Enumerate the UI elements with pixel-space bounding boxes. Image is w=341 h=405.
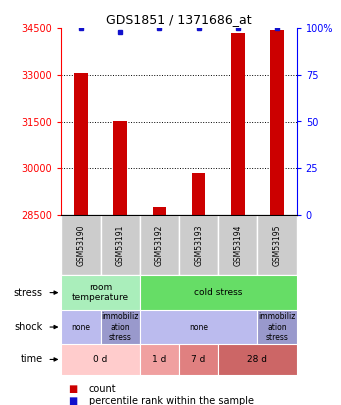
- Bar: [140, 344, 179, 375]
- Bar: [179, 215, 218, 275]
- Bar: [61, 275, 140, 310]
- Text: 7 d: 7 d: [191, 355, 206, 364]
- Text: GSM53194: GSM53194: [233, 224, 242, 266]
- Text: GSM53190: GSM53190: [76, 224, 86, 266]
- Bar: [152, 207, 166, 215]
- Text: none: none: [189, 322, 208, 332]
- Text: stress: stress: [14, 288, 43, 298]
- Text: ■: ■: [68, 384, 77, 394]
- Bar: [192, 173, 206, 215]
- Bar: [270, 30, 284, 215]
- Text: GSM53195: GSM53195: [272, 224, 282, 266]
- Bar: [140, 215, 179, 275]
- Text: GSM53193: GSM53193: [194, 224, 203, 266]
- Text: 0 d: 0 d: [93, 355, 108, 364]
- Text: none: none: [72, 322, 90, 332]
- Text: count: count: [89, 384, 116, 394]
- Bar: [113, 122, 127, 215]
- Text: cold stress: cold stress: [194, 288, 242, 297]
- Bar: [218, 344, 297, 375]
- Bar: [140, 275, 297, 310]
- Bar: [140, 310, 257, 344]
- Text: immobiliz
ation
stress: immobiliz ation stress: [258, 312, 296, 342]
- Bar: [231, 33, 245, 215]
- Text: 1 d: 1 d: [152, 355, 167, 364]
- Text: time: time: [20, 354, 43, 364]
- Text: ■: ■: [68, 396, 77, 405]
- Bar: [61, 344, 140, 375]
- Bar: [74, 73, 88, 215]
- Text: room
temperature: room temperature: [72, 283, 129, 302]
- Text: GSM53192: GSM53192: [155, 224, 164, 266]
- Text: 28 d: 28 d: [248, 355, 267, 364]
- Text: GSM53191: GSM53191: [116, 224, 125, 266]
- Bar: [257, 215, 297, 275]
- Bar: [61, 310, 101, 344]
- Title: GDS1851 / 1371686_at: GDS1851 / 1371686_at: [106, 13, 252, 26]
- Text: immobiliz
ation
stress: immobiliz ation stress: [102, 312, 139, 342]
- Bar: [218, 215, 257, 275]
- Bar: [257, 310, 297, 344]
- Bar: [179, 344, 218, 375]
- Text: shock: shock: [14, 322, 43, 332]
- Bar: [101, 310, 140, 344]
- Bar: [61, 215, 101, 275]
- Bar: [101, 215, 140, 275]
- Text: percentile rank within the sample: percentile rank within the sample: [89, 396, 254, 405]
